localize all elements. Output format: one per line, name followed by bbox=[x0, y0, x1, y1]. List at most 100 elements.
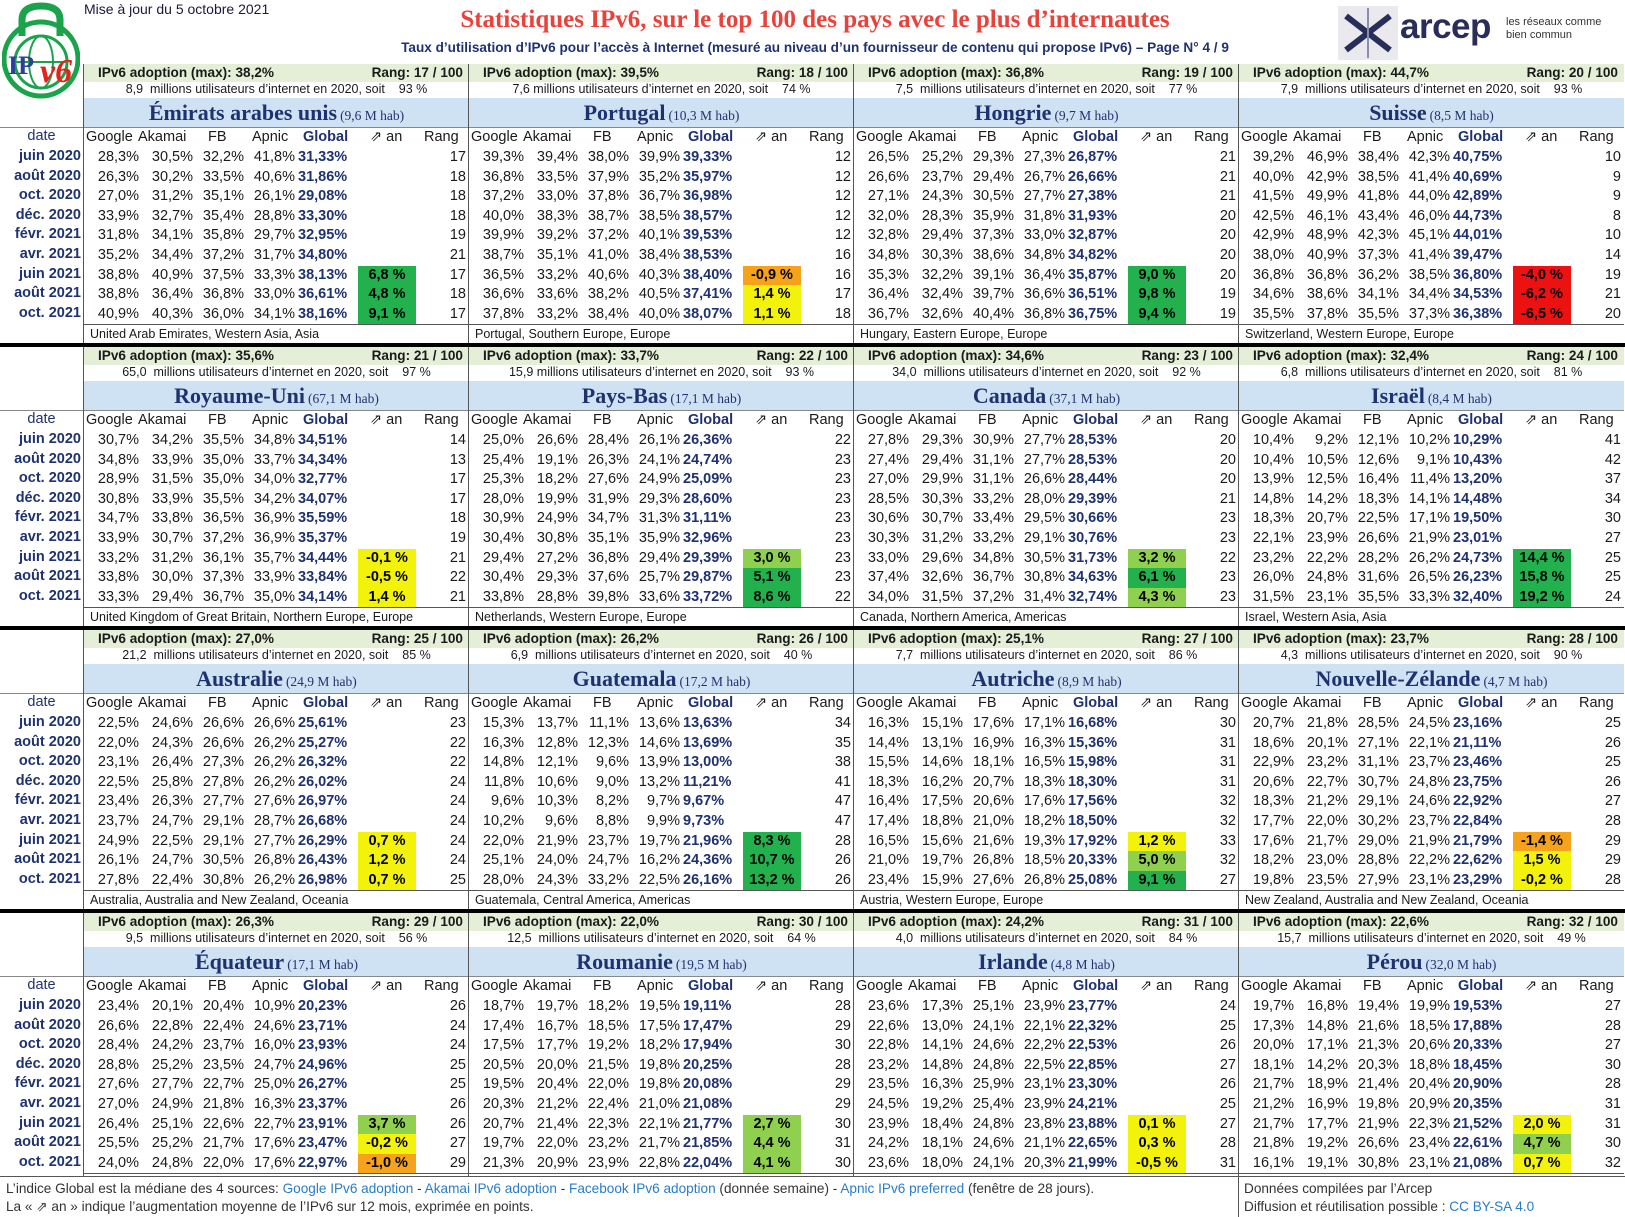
internet-users: 15,9 millions utilisateurs d’internet en… bbox=[508, 365, 815, 379]
yearly-evolution-cell bbox=[743, 1056, 801, 1076]
akamai-cell: 24,3% bbox=[536, 871, 578, 888]
apnic-ipv6-link[interactable]: Apnic IPv6 preferred bbox=[840, 1181, 965, 1196]
global-cell: 10,29% bbox=[1453, 432, 1503, 448]
fb-cell: 26,6% bbox=[202, 715, 244, 731]
yearly-evolution-cell bbox=[743, 529, 801, 549]
akamai-cell: 39,4% bbox=[536, 149, 578, 165]
rank-label: Rang: 31 / 100 bbox=[1141, 914, 1233, 929]
yearly-evolution-cell bbox=[1128, 773, 1186, 793]
date-cell: avr. 2021 bbox=[19, 812, 81, 828]
column-header-google: Google bbox=[856, 695, 903, 711]
fb-cell: 21,6% bbox=[972, 832, 1014, 849]
adoption-row: IPv6 adoption (max): 35,6% Rang: 21 / 100 bbox=[84, 347, 469, 365]
akamai-cell: 14,6% bbox=[921, 754, 963, 771]
data-row: 23,7% 24,7% 29,1% 28,7% 26,68% 24 bbox=[84, 812, 469, 832]
column-header-row: Google Akamai FB Apnic Global ⇗ an Rang bbox=[1239, 410, 1624, 431]
country-name-row: Hongrie (9,7 M hab) bbox=[854, 98, 1239, 127]
rank-cell: 32 bbox=[1219, 813, 1236, 829]
column-header-evo: ⇗ an bbox=[370, 129, 403, 145]
yearly-evolution-cell bbox=[1513, 792, 1571, 812]
fb-cell: 27,8% bbox=[202, 773, 244, 790]
rank-cell: 21 bbox=[1219, 149, 1236, 165]
rank-cell: 30 bbox=[1604, 1135, 1621, 1152]
column-header-row: Google Akamai FB Apnic Global ⇗ an Rang bbox=[84, 127, 469, 148]
facebook-ipv6-link[interactable]: Facebook IPv6 adoption bbox=[569, 1181, 716, 1196]
global-cell: 17,92% bbox=[1068, 832, 1118, 849]
column-header-apnic: Apnic bbox=[637, 129, 674, 145]
column-header-google: Google bbox=[471, 695, 518, 711]
apnic-cell: 29,7% bbox=[253, 227, 295, 244]
rank-label: Rang: 17 / 100 bbox=[371, 65, 463, 80]
column-header-global: Global bbox=[1073, 129, 1119, 145]
global-cell: 26,32% bbox=[298, 754, 348, 771]
yearly-evolution-cell: -0,2 % bbox=[1513, 870, 1571, 891]
akamai-cell: 18,1% bbox=[921, 1135, 963, 1152]
akamai-cell: 31,2% bbox=[151, 188, 193, 205]
data-row: 23,6% 17,3% 25,1% 23,9% 23,77% 24 bbox=[854, 997, 1239, 1017]
rank-cell: 22 bbox=[449, 754, 466, 771]
global-cell: 38,13% bbox=[298, 266, 348, 283]
global-cell: 23,77% bbox=[1068, 998, 1118, 1014]
global-cell: 24,73% bbox=[1453, 549, 1503, 566]
google-cell: 20,3% bbox=[482, 1096, 524, 1112]
apnic-cell: 27,6% bbox=[253, 793, 295, 810]
yearly-evolution-cell bbox=[743, 1095, 801, 1115]
data-row: 40,0% 38,3% 38,7% 38,5% 38,57% 12 bbox=[469, 207, 854, 227]
rank-cell: 25 bbox=[1604, 754, 1621, 771]
yearly-evolution-cell: 0,7 % bbox=[1513, 1153, 1571, 1174]
adoption-row: IPv6 adoption (max): 38,2% Rang: 17 / 100 bbox=[84, 64, 469, 82]
rank-label: Rang: 30 / 100 bbox=[756, 914, 848, 929]
akamai-cell: 14,8% bbox=[921, 1056, 963, 1073]
column-header-evo: ⇗ an bbox=[1525, 412, 1558, 428]
akamai-cell: 21,2% bbox=[1306, 793, 1348, 810]
global-cell: 25,27% bbox=[298, 734, 348, 751]
country-name-row: Roumanie (19,5 M hab) bbox=[469, 947, 854, 976]
data-row: 35,5% 37,8% 35,5% 37,3% 36,38% -6,5 % 20 bbox=[1239, 304, 1624, 325]
rank-label: Rang: 22 / 100 bbox=[756, 348, 848, 363]
akamai-cell: 17,5% bbox=[921, 793, 963, 810]
date-header: date bbox=[0, 976, 83, 997]
google-cell: 26,4% bbox=[97, 1115, 139, 1132]
data-row: 36,5% 33,2% 40,6% 40,3% 38,40% -0,9 % 16 bbox=[469, 265, 854, 286]
fb-cell: 35,5% bbox=[202, 432, 244, 448]
global-cell: 26,97% bbox=[298, 793, 348, 810]
internet-users: 6,9 millions utilisateurs d’internet en … bbox=[510, 648, 813, 662]
yearly-evolution-cell bbox=[358, 490, 416, 510]
google-cell: 27,0% bbox=[867, 471, 909, 488]
akamai-cell: 32,2% bbox=[921, 266, 963, 283]
google-ipv6-link[interactable]: Google IPv6 adoption bbox=[282, 1181, 414, 1196]
data-row: 40,0% 42,9% 38,5% 41,4% 40,69% 9 bbox=[1239, 168, 1624, 188]
data-row: 27,0% 31,2% 35,1% 26,1% 29,08% 18 bbox=[84, 187, 469, 207]
google-cell: 40,0% bbox=[1252, 168, 1294, 185]
country-panel: IPv6 adoption (max): 27,0% Rang: 25 / 100… bbox=[83, 630, 469, 909]
apnic-cell: 23,1% bbox=[1023, 1076, 1065, 1093]
column-header-row: Google Akamai FB Apnic Global ⇗ an Rang bbox=[854, 693, 1239, 714]
yearly-evolution-cell bbox=[1128, 431, 1186, 451]
akamai-cell: 28,3% bbox=[921, 207, 963, 224]
akamai-cell: 18,8% bbox=[921, 813, 963, 829]
internet-users: 7,6 millions utilisateurs d’internet en … bbox=[512, 82, 811, 96]
column-header-akamai: Akamai bbox=[1293, 129, 1342, 145]
google-cell: 37,2% bbox=[482, 188, 524, 205]
apnic-cell: 17,6% bbox=[1023, 793, 1065, 810]
fb-cell: 28,4% bbox=[587, 432, 629, 448]
yearly-evolution-cell: 3,0 % bbox=[743, 548, 801, 569]
country-population: (17,1 M hab) bbox=[670, 391, 742, 406]
apnic-cell: 22,2% bbox=[1408, 852, 1450, 869]
country-panel: IPv6 adoption (max): 32,4% Rang: 24 / 100… bbox=[1238, 347, 1624, 626]
global-cell: 21,96% bbox=[683, 832, 733, 849]
rank-label: Rang: 23 / 100 bbox=[1141, 348, 1233, 363]
akamai-cell: 33,0% bbox=[536, 188, 578, 205]
rank-cell: 20 bbox=[1219, 432, 1236, 448]
akamai-ipv6-link[interactable]: Akamai IPv6 adoption bbox=[424, 1181, 557, 1196]
yearly-evolution-cell: 8,3 % bbox=[743, 831, 801, 852]
rank-cell: 28 bbox=[1604, 813, 1621, 829]
column-header-akamai: Akamai bbox=[138, 129, 187, 145]
license-link[interactable]: CC BY-SA 4.0 bbox=[1449, 1199, 1535, 1214]
fb-cell: 36,7% bbox=[972, 569, 1014, 586]
yearly-evolution-cell bbox=[1513, 1036, 1571, 1056]
google-cell: 19,5% bbox=[482, 1076, 524, 1093]
google-cell: 16,3% bbox=[482, 734, 524, 751]
data-row: 18,3% 20,7% 22,5% 17,1% 19,50% 30 bbox=[1239, 509, 1624, 529]
rank-label: Rang: 21 / 100 bbox=[371, 348, 463, 363]
